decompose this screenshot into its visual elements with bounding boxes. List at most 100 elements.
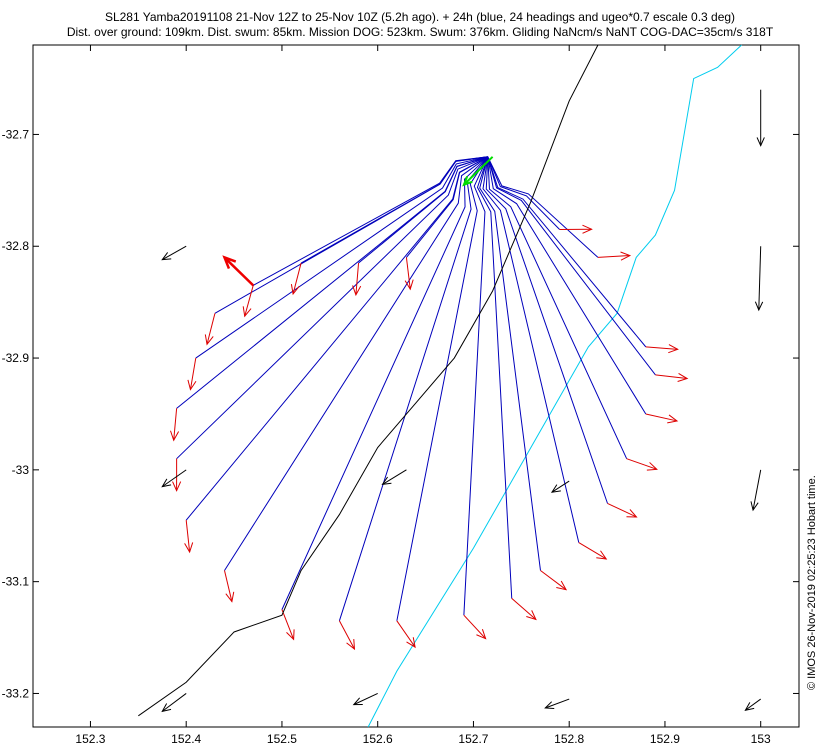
projection-arrowhead (286, 629, 295, 641)
projection-arrowhead (242, 306, 252, 318)
projection-arrow (655, 374, 688, 380)
drift-arrow-line (223, 256, 255, 287)
projection-arrowhead (225, 591, 235, 603)
projection-arrow (244, 285, 254, 317)
projection-arrowhead (667, 414, 679, 424)
y-tick-label: -33.1 (2, 575, 30, 589)
projection-line (487, 156, 647, 415)
x-tick-label: 152.3 (75, 732, 105, 746)
projection-arrowhead (404, 279, 414, 291)
chart-title: SL281 Yamba20191108 21-Nov 12Z to 25-Nov… (104, 10, 736, 24)
isobath-layer (367, 44, 742, 728)
track-layer (138, 44, 599, 717)
projection-arrowhead (476, 629, 487, 640)
projection-line (463, 156, 489, 616)
projection-arrowhead (346, 639, 356, 651)
projection-arrowhead (170, 430, 180, 442)
x-tick-label: 152.9 (650, 732, 680, 746)
projection-line (487, 156, 560, 230)
projection-arrowhead (556, 580, 568, 591)
current-arrow (758, 246, 762, 310)
current-arrowhead (381, 476, 392, 486)
y-tick-label: -33.2 (2, 686, 30, 700)
y-tick-label: -32.7 (2, 127, 30, 141)
projection-arrow (189, 357, 197, 390)
projection-arrowhead (596, 550, 608, 560)
projection-line (406, 156, 489, 258)
drift-arrowhead (222, 255, 237, 270)
projection-line (487, 156, 656, 376)
current-arrow (551, 480, 570, 493)
recent-track-line (463, 156, 494, 186)
x-tick-label: 152.7 (458, 732, 488, 746)
projection-arrowhead (646, 462, 658, 471)
projection-line (300, 156, 488, 264)
x-tick-label: 153 (751, 732, 771, 746)
current-arrow (161, 693, 187, 712)
projection-line (281, 156, 489, 610)
projection-line (479, 156, 541, 571)
projection-arrowhead (582, 224, 593, 234)
projection-arrowhead (172, 481, 182, 492)
projection-arrowhead (184, 542, 194, 554)
current-arrow (752, 469, 762, 511)
projection-line (487, 156, 599, 258)
projection-arrowhead (626, 509, 638, 518)
projection-line (224, 156, 489, 571)
projection-arrowhead (352, 285, 362, 297)
projection-arrowhead (620, 251, 632, 261)
projection-arrow (578, 542, 607, 560)
current-arrowhead (550, 484, 561, 493)
projection-arrow (396, 620, 416, 648)
current-arrowhead (750, 501, 759, 512)
current-arrowhead (352, 697, 363, 706)
projection-arrow (645, 346, 678, 350)
projection-line (176, 156, 489, 460)
projection-arrow (511, 598, 537, 620)
projection-arrow (405, 257, 411, 290)
y-tick-label: -32.8 (2, 239, 30, 253)
current-arrow (382, 469, 407, 485)
projection-line (487, 156, 647, 348)
current-arrow (745, 698, 761, 711)
current-layer (161, 89, 765, 713)
projection-arrow (463, 614, 487, 639)
projection-arrow (173, 408, 178, 441)
projection-arrowhead (406, 637, 416, 649)
y-tick-label: -32.9 (2, 351, 30, 365)
projection-line (482, 156, 580, 543)
projection-arrow (540, 570, 567, 591)
projection-arrowhead (526, 610, 537, 621)
projection-line (358, 156, 488, 264)
projection-arrow (338, 620, 355, 650)
projection-arrow (206, 313, 216, 345)
projection-line (476, 156, 513, 599)
projection-arrowhead (668, 344, 679, 354)
projection-arrowhead (290, 284, 300, 296)
current-arrowhead (544, 701, 555, 710)
projection-arrow (645, 413, 678, 422)
current-arrowhead (744, 702, 755, 711)
current-arrow (353, 693, 378, 706)
current-arrowhead (161, 703, 172, 713)
axis-ticks: 152.3 152.4 152.5 152.6 152.7 152.8 152.9 153 -3… (2, 45, 799, 746)
chart-subtitle: Dist. over ground: 109km. Dist. swum: 85… (66, 25, 774, 39)
projection-line (487, 156, 628, 459)
x-tick-label: 152.6 (363, 732, 393, 746)
projection-line (195, 156, 488, 359)
x-tick-label: 152.8 (554, 732, 584, 746)
projection-arrowhead (204, 334, 214, 346)
current-arrow (545, 698, 570, 709)
current-arrow (162, 245, 187, 261)
projection-arrow (292, 262, 302, 295)
projection-arrow (597, 255, 630, 258)
projection-arrowhead (187, 379, 197, 391)
y-tick-label: -33 (12, 463, 30, 477)
projection-arrow (607, 502, 637, 518)
projection-arrow (626, 458, 657, 470)
current-arrowhead (754, 301, 764, 312)
projection-arrow (224, 570, 233, 602)
projection-line (485, 156, 608, 504)
projection-arrow (185, 520, 191, 553)
